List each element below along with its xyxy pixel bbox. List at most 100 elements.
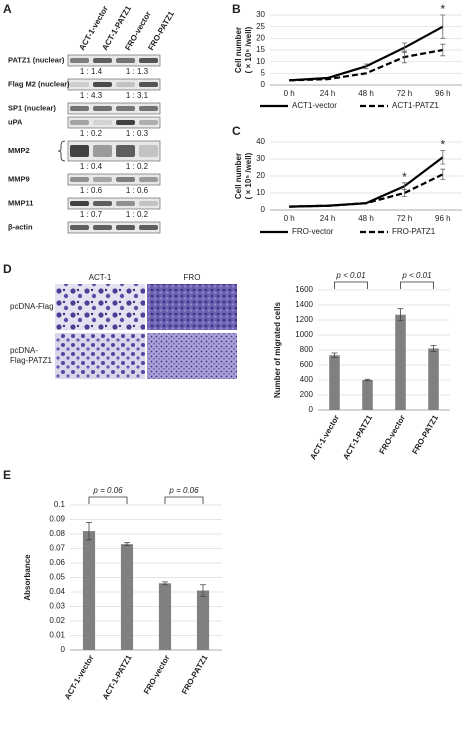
bar [120,544,134,650]
blot-strip [67,140,161,162]
y-tick-label: 0.09 [49,515,65,524]
line [289,156,444,208]
blot-band [139,82,158,87]
error-bar [86,522,92,541]
error-bar [331,352,338,358]
blot-ratio: 1 : 0.2 [80,129,103,138]
y-tick-label: 0.04 [49,587,65,596]
bracket [164,496,204,504]
blot-row-label: uPA [8,117,23,126]
blot-band [70,120,89,125]
y-tick-label: 0.01 [49,631,65,640]
y-tick-label: 1600 [295,285,313,294]
blot-ratio: 1 : 1.4 [80,67,103,76]
line [289,48,443,82]
legend-label: ACT1-PATZ1 [392,101,439,110]
error-bar [401,50,407,64]
blot-band [139,58,158,63]
blot-band [139,225,158,230]
blot-band [116,225,135,230]
legend-label: FRO-PATZ1 [392,227,436,236]
blot-band [139,201,158,206]
y-tick-label: 0.1 [54,500,66,509]
x-tick-label: 72 h [397,89,413,98]
blot-band [93,120,112,125]
y-axis-label: Number of migrated cells [273,301,282,398]
blot-row-label: β-actin [8,222,33,231]
blot-row-label: MMP11 [8,198,33,207]
y-tick-label: 25 [256,22,265,31]
blot-band [116,82,135,87]
micrograph [55,333,145,379]
blot-ratio: 1 : 0.2 [126,210,149,219]
blot-strip [67,54,161,67]
micrograph-column: FRO [184,273,201,282]
y-tick-label: 0.05 [49,573,65,582]
y-tick-label: 0 [261,205,266,214]
x-tick-label: FRO-PATZ1 [180,653,210,696]
panel-letter: B [232,2,241,16]
x-tick-label: 24 h [320,89,336,98]
x-tick-label: 48 h [358,214,374,223]
micrograph-column: ACT-1 [89,273,112,282]
y-tick-label: 15 [256,45,265,54]
blot-ratio: 1 : 0.6 [126,186,149,195]
bracket [400,281,434,289]
blot-band [93,58,112,63]
panel-letter: D [3,262,12,276]
error-bar [162,581,168,586]
x-tick-label: 0 h [284,214,295,223]
blot-row-label: PATZ1 (nuclear) [8,55,65,64]
blot-band [70,225,89,230]
x-tick-label: FRO-PATZ1 [410,413,440,456]
blot-row-label: Flag M2 (nuclear) [8,79,70,88]
x-tick-label: 24 h [320,214,336,223]
significance: * [440,138,445,152]
blot-band [139,120,158,125]
blot-ratio: 1 : 4.3 [80,91,103,100]
y-tick-label: 400 [300,375,314,384]
error-bar [397,308,404,322]
x-tick-label: ACT-1-vector [308,414,341,462]
legend-label: FRO-vector [292,227,334,236]
bar [196,590,210,650]
blot-band [116,106,135,111]
y-tick-label: 0.07 [49,544,65,553]
y-tick-label: 800 [300,345,314,354]
line [289,173,444,208]
blot-band [93,145,112,157]
blot-band [116,177,135,182]
error-bar [440,168,446,180]
x-tick-label: FRO-vector [142,654,172,696]
y-tick-label: 40 [256,137,265,146]
y-axis-label: Cell number [234,27,243,73]
panel-letter: E [3,468,11,482]
x-tick-label: 0 h [284,89,295,98]
blot-band [93,82,112,87]
blot-ratio: 1 : 3.1 [126,91,149,100]
y-tick-label: 0 [309,405,314,414]
y-tick-label: 20 [256,33,265,42]
blot-strip [67,116,161,129]
blot-band [116,201,135,206]
x-tick-label: 72 h [397,214,413,223]
bar [362,380,373,410]
error-bar [430,345,437,352]
blot-band [93,201,112,206]
bar [158,583,172,650]
blot-ratio: 1 : 0.2 [126,162,149,171]
y-tick-label: 0.03 [49,602,65,611]
blot-row-label: MMP2 [8,146,30,155]
blot-band [116,145,135,157]
y-tick-label: 20 [256,171,265,180]
micrograph-row: pcDNA- [10,346,38,355]
y-tick-label: 0 [61,645,66,654]
x-tick-label: ACT-1-vector [63,654,96,702]
annotation: p = 0.06 [92,486,123,495]
blot-ratio: 1 : 0.7 [80,210,103,219]
error-bar [364,378,371,382]
blot-band [93,225,112,230]
y-tick-label: 0.08 [49,529,65,538]
error-bar [440,43,446,57]
y-axis-label: Absorbance [23,554,32,601]
